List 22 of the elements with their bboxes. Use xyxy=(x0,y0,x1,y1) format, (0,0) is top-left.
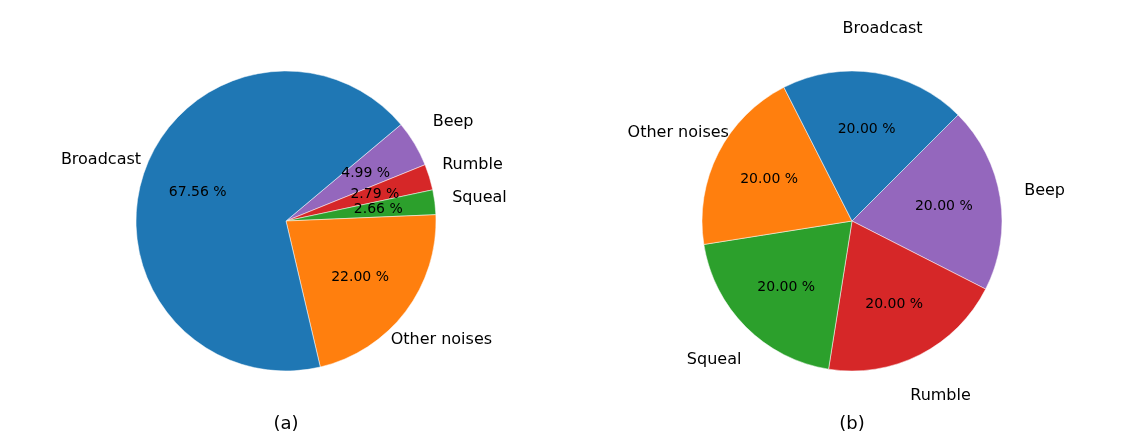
data-label: 22.00 % xyxy=(331,268,390,285)
slice-label: Beep xyxy=(432,110,474,130)
data-label: 20.00 % xyxy=(757,277,816,294)
slice-label: Rumble xyxy=(442,153,503,173)
data-label: 2.79 % xyxy=(350,184,400,201)
slice-label: Other noises xyxy=(627,122,729,142)
data-label: 20.00 % xyxy=(914,197,973,214)
slice-label: Rumble xyxy=(910,384,971,404)
data-label: 20.00 % xyxy=(837,120,896,137)
slice-label: Squeal xyxy=(686,348,742,368)
data-label: 20.00 % xyxy=(740,169,799,186)
data-label: 4.99 % xyxy=(341,164,391,181)
data-label: 20.00 % xyxy=(865,294,924,311)
slice-label: Broadcast xyxy=(60,149,142,169)
slice-label: Squeal xyxy=(452,186,507,206)
slice-label: Other noises xyxy=(390,328,493,348)
data-label: 2.66 % xyxy=(353,200,403,217)
slice-label: Beep xyxy=(1024,180,1066,200)
text: (a) xyxy=(273,412,299,433)
data-label: 67.56 % xyxy=(168,182,227,199)
text: (b) xyxy=(839,412,865,433)
slice-label: Broadcast xyxy=(842,18,923,38)
